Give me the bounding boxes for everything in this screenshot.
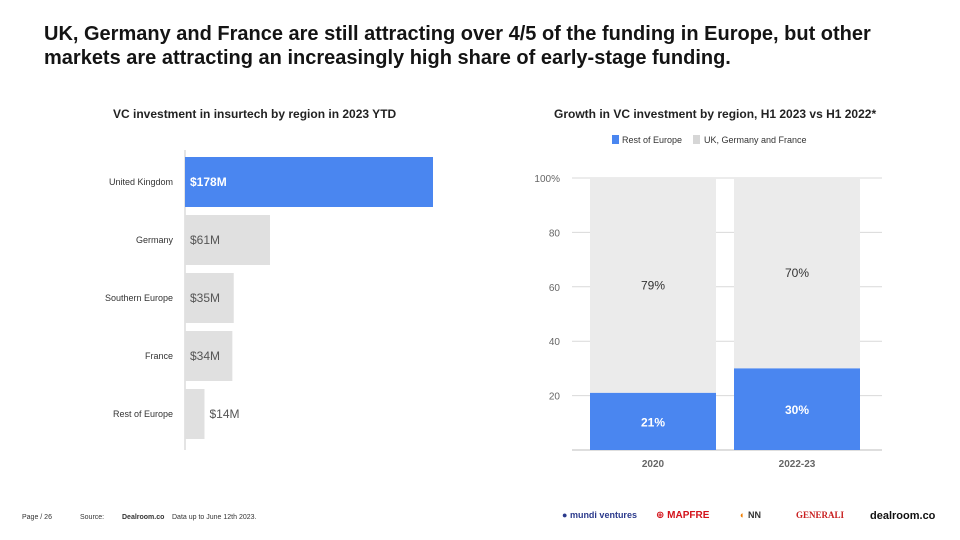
segment-label: 30%	[785, 403, 809, 417]
footer-source: Dealroom.co	[122, 514, 165, 521]
headline: UK, Germany and France are still attract…	[44, 23, 871, 69]
x-tick-label: 2020	[642, 459, 665, 470]
y-tick-label: 20	[549, 392, 561, 403]
right-chart-title: Growth in VC investment by region, H1 20…	[554, 107, 877, 121]
legend-swatch-rest-of-europe	[612, 135, 619, 144]
value-label: $61M	[190, 233, 220, 247]
value-label: $34M	[190, 349, 220, 363]
value-label: $178M	[190, 175, 227, 189]
logo-mapfre: ⊕ MAPFRE	[656, 510, 710, 521]
left-bar-chart: United Kingdom $178M Germany $61M Southern E…	[105, 150, 433, 450]
bar-segment-uk-germany-france	[590, 178, 716, 393]
category-label: Rest of Europe	[113, 409, 173, 419]
value-label: $35M	[190, 291, 220, 305]
category-label: Southern Europe	[105, 293, 173, 303]
bar-southern-europe	[185, 273, 234, 323]
bar-rest-of-europe	[185, 389, 205, 439]
footer-source-label: Source:	[80, 514, 105, 521]
legend-label: Rest of Europe	[622, 135, 682, 145]
left-chart-title: VC investment in insurtech by region in …	[113, 107, 397, 121]
y-tick-label: 60	[549, 283, 561, 294]
value-label: $14M	[210, 407, 240, 421]
footer-note: Data up to June 12th 2023.	[172, 514, 257, 521]
segment-label: 79%	[641, 278, 665, 292]
logo-dealroom: dealroom.co	[870, 510, 936, 522]
bar-germany	[185, 215, 270, 265]
bar-united-kingdom	[185, 157, 433, 207]
segment-label: 70%	[785, 266, 809, 280]
legend-label: UK, Germany and France	[704, 135, 807, 145]
y-tick-label: 100%	[534, 174, 560, 185]
y-tick-label: 80	[549, 228, 561, 239]
bar-segment-uk-germany-france	[734, 178, 860, 369]
segment-label: 21%	[641, 415, 665, 429]
logo-generali: GENERALI	[796, 510, 845, 520]
bar-segment-rest-of-europe	[590, 392, 716, 450]
bar-segment-rest-of-europe	[734, 368, 860, 450]
x-tick-label: 2022-23	[779, 459, 816, 470]
category-label: France	[145, 351, 173, 361]
legend-swatch-uk-germany-france	[693, 135, 700, 144]
y-tick-label: 40	[549, 337, 561, 348]
bar-france	[185, 331, 233, 381]
category-label: United Kingdom	[109, 177, 173, 187]
logo-nn: ◐ NN	[740, 510, 761, 520]
logo-mundi-ventures: ● mundi ventures	[562, 510, 637, 520]
category-label: Germany	[136, 235, 174, 245]
footer-page: Page / 26	[22, 514, 52, 521]
